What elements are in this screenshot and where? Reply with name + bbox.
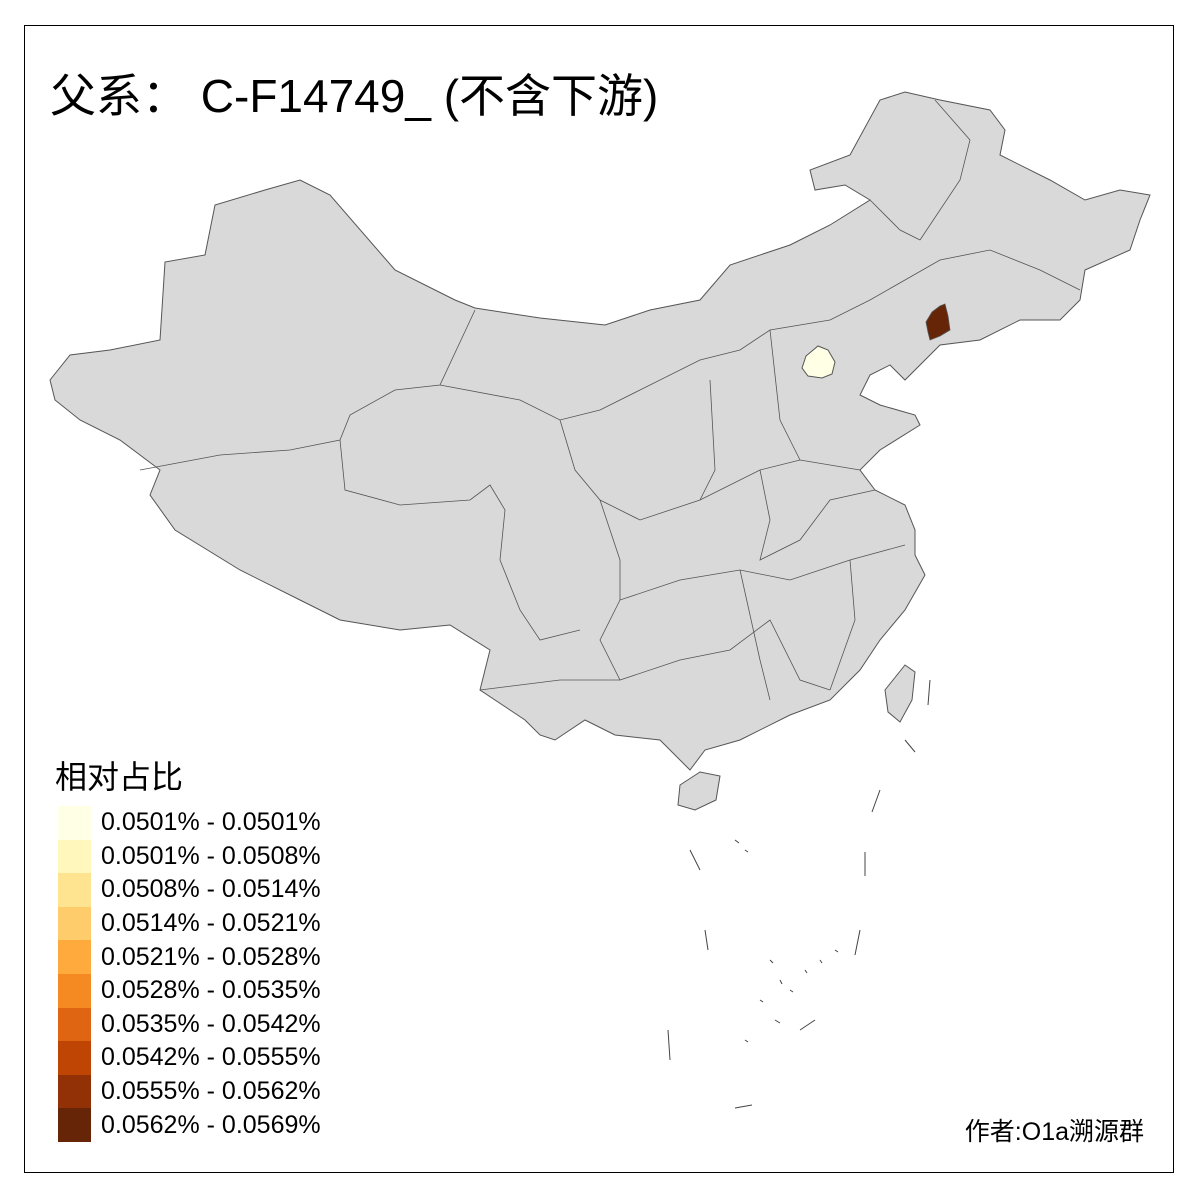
legend-item: 0.0562% - 0.0569% (58, 1108, 321, 1142)
mainland-region (49, 91, 1151, 771)
legend-swatch (58, 1007, 91, 1042)
map-title: 父系： C-F14749_ (不含下游) (50, 70, 659, 122)
legend-item: 0.0514% - 0.0521% (58, 906, 321, 941)
legend-swatch (58, 1108, 91, 1142)
legend-item: 0.0542% - 0.0555% (58, 1041, 321, 1075)
map-frame (24, 25, 1174, 1173)
legend-swatch (58, 806, 91, 840)
highlighted-region-light (801, 345, 836, 379)
legend-label: 0.0501% - 0.0501% (101, 808, 321, 837)
legend-swatch (58, 1074, 91, 1109)
legend-label: 0.0542% - 0.0555% (101, 1043, 321, 1072)
legend-swatch (58, 973, 91, 1008)
author-credit: 作者:O1a溯源群 (964, 1118, 1144, 1146)
highlighted-region-dark (925, 303, 951, 341)
legend-item: 0.0528% - 0.0535% (58, 973, 321, 1008)
legend-label: 0.0528% - 0.0535% (101, 976, 321, 1005)
legend-label: 0.0521% - 0.0528% (101, 942, 321, 971)
legend-item: 0.0508% - 0.0514% (58, 873, 321, 907)
legend-swatch (58, 906, 91, 941)
legend-swatch (58, 1041, 91, 1075)
legend-label: 0.0508% - 0.0514% (101, 875, 321, 904)
legend-label: 0.0501% - 0.0508% (101, 841, 321, 870)
legend-label: 0.0535% - 0.0542% (101, 1009, 321, 1038)
legend-title: 相对占比 (55, 758, 184, 796)
south-sea-islands (667, 679, 931, 1109)
legend-item: 0.0501% - 0.0508% (58, 839, 321, 874)
legend-swatch (58, 940, 91, 974)
legend-label: 0.0555% - 0.0562% (101, 1077, 321, 1106)
legend-swatch (58, 839, 91, 874)
legend-item: 0.0555% - 0.0562% (58, 1074, 321, 1109)
hainan-region (677, 771, 721, 811)
province-borders (139, 99, 1081, 701)
taiwan-region (884, 664, 916, 723)
legend-label: 0.0514% - 0.0521% (101, 909, 321, 938)
legend-item: 0.0521% - 0.0528% (58, 940, 321, 974)
legend-label: 0.0562% - 0.0569% (101, 1110, 321, 1139)
legend: 0.0501% - 0.0501% 0.0501% - 0.0508% 0.0508… (58, 806, 321, 1142)
legend-swatch (58, 873, 91, 907)
legend-item: 0.0501% - 0.0501% (58, 806, 321, 840)
legend-item: 0.0535% - 0.0542% (58, 1007, 321, 1042)
